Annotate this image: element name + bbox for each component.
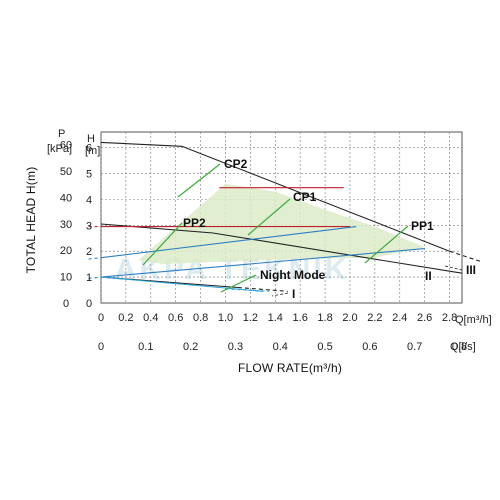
x-bottom-tick-label: 0.1 — [138, 341, 153, 353]
label-leaders — [142, 163, 463, 297]
leader-pp2 — [142, 222, 183, 266]
label-curve-iii: III — [466, 263, 476, 277]
y-head-tick-label: 4 — [86, 194, 92, 206]
curve-pp2 — [100, 226, 357, 259]
tick-labels: 0 0.2 0.4 0.6 0.8 1.0 1.2 1.4 1.6 1.8 2.0 2.2 2.4 2.6… — [60, 140, 467, 353]
curves — [88, 141, 481, 292]
label-night-mode: Night Mode — [260, 268, 326, 282]
x-bottom-tick-label: 0.8 — [452, 341, 467, 353]
x-top-tick-label: 1.2 — [243, 312, 258, 324]
x-top-tick-label: 1.6 — [293, 312, 308, 324]
y-head-tick-label: 6 — [86, 143, 92, 155]
x-top-unit: Q[m³/h] — [455, 314, 492, 326]
label-curve-ii: II — [425, 269, 432, 283]
x-bottom-tick-label: 0 — [98, 341, 104, 353]
y-axis-title: TOTAL HEAD H(m) — [24, 167, 38, 274]
x-bottom-tick-label: 0.6 — [362, 341, 377, 353]
x-top-tick-label: 2.4 — [392, 312, 407, 324]
x-bottom-tick-label: 0.7 — [407, 341, 422, 353]
label-cp2: CP2 — [224, 157, 248, 171]
x-top-tick-label: 0 — [98, 312, 104, 324]
x-top-tick-label: 0.2 — [118, 312, 133, 324]
x-top-tick-label: 0.8 — [193, 312, 208, 324]
y-head-tick-label: 2 — [86, 246, 92, 258]
label-pp1: PP1 — [411, 219, 434, 233]
x-top-tick-label: 2.6 — [417, 312, 432, 324]
x-bottom-tick-label: 0.5 — [317, 341, 332, 353]
y-pressure-tick-label: 20 — [60, 245, 72, 257]
leader-cp1 — [247, 198, 291, 236]
x-axis-title: FLOW RATE(m³/h) — [238, 361, 342, 375]
x-top-tick-label: 0.6 — [168, 312, 183, 324]
x-top-tick-label: 1.4 — [268, 312, 283, 324]
leader-cp2 — [177, 163, 221, 198]
y-head-tick-label: 0 — [86, 298, 92, 310]
x-bottom-unit: Q[l/s] — [450, 341, 476, 353]
x-top-tick-label: 1.0 — [218, 312, 233, 324]
x-top-tick-label: 0.4 — [143, 312, 158, 324]
x-bottom-tick-label: 0.3 — [228, 341, 243, 353]
pressure-axis-header: P — [58, 128, 65, 140]
leader-curve-i — [271, 292, 289, 297]
y-pressure-tick-label: 30 — [60, 219, 72, 231]
x-top-tick-label: 2.8 — [442, 312, 457, 324]
leader-pp1 — [364, 225, 409, 264]
label-cp1: CP1 — [293, 190, 317, 204]
head-axis-header: H — [87, 133, 95, 145]
y-pressure-tick-label: 50 — [60, 166, 72, 178]
curve-iii — [100, 141, 450, 252]
y-pressure-tick-label: 60 — [60, 140, 72, 152]
pressure-axis-unit: [kPa] — [47, 143, 72, 155]
y-pressure-tick-label: 10 — [60, 272, 72, 284]
curve-iii-dashed — [449, 250, 481, 263]
y-head-tick-label: 1 — [86, 272, 92, 284]
label-pp2: PP2 — [183, 216, 206, 230]
curve-pp1 — [100, 248, 425, 278]
label-curve-i: I — [292, 287, 295, 301]
curve-night-mode-dashed — [225, 288, 270, 292]
y-head-tick-label: 3 — [86, 220, 92, 232]
head-axis-unit: [m] — [85, 145, 100, 157]
x-bottom-tick-label: 0.2 — [183, 341, 198, 353]
x-bottom-tick-label: 0.4 — [273, 341, 288, 353]
y-pressure-tick-label: 0 — [63, 298, 69, 310]
leader-night-mode — [220, 274, 257, 293]
x-top-tick-label: 2.2 — [367, 312, 382, 324]
y-head-tick-label: 5 — [86, 168, 92, 180]
curve-pp1-dashed — [88, 276, 102, 279]
curve-night-mode — [100, 276, 263, 292]
curve-i-dashed — [237, 286, 288, 292]
x-top-tick-label: 1.8 — [317, 312, 332, 324]
x-top-tick-label: 2.0 — [342, 312, 357, 324]
leader-curve-iii — [444, 265, 463, 271]
y-pressure-tick-label: 40 — [60, 192, 72, 204]
curve-pp2-dashed — [88, 257, 102, 260]
